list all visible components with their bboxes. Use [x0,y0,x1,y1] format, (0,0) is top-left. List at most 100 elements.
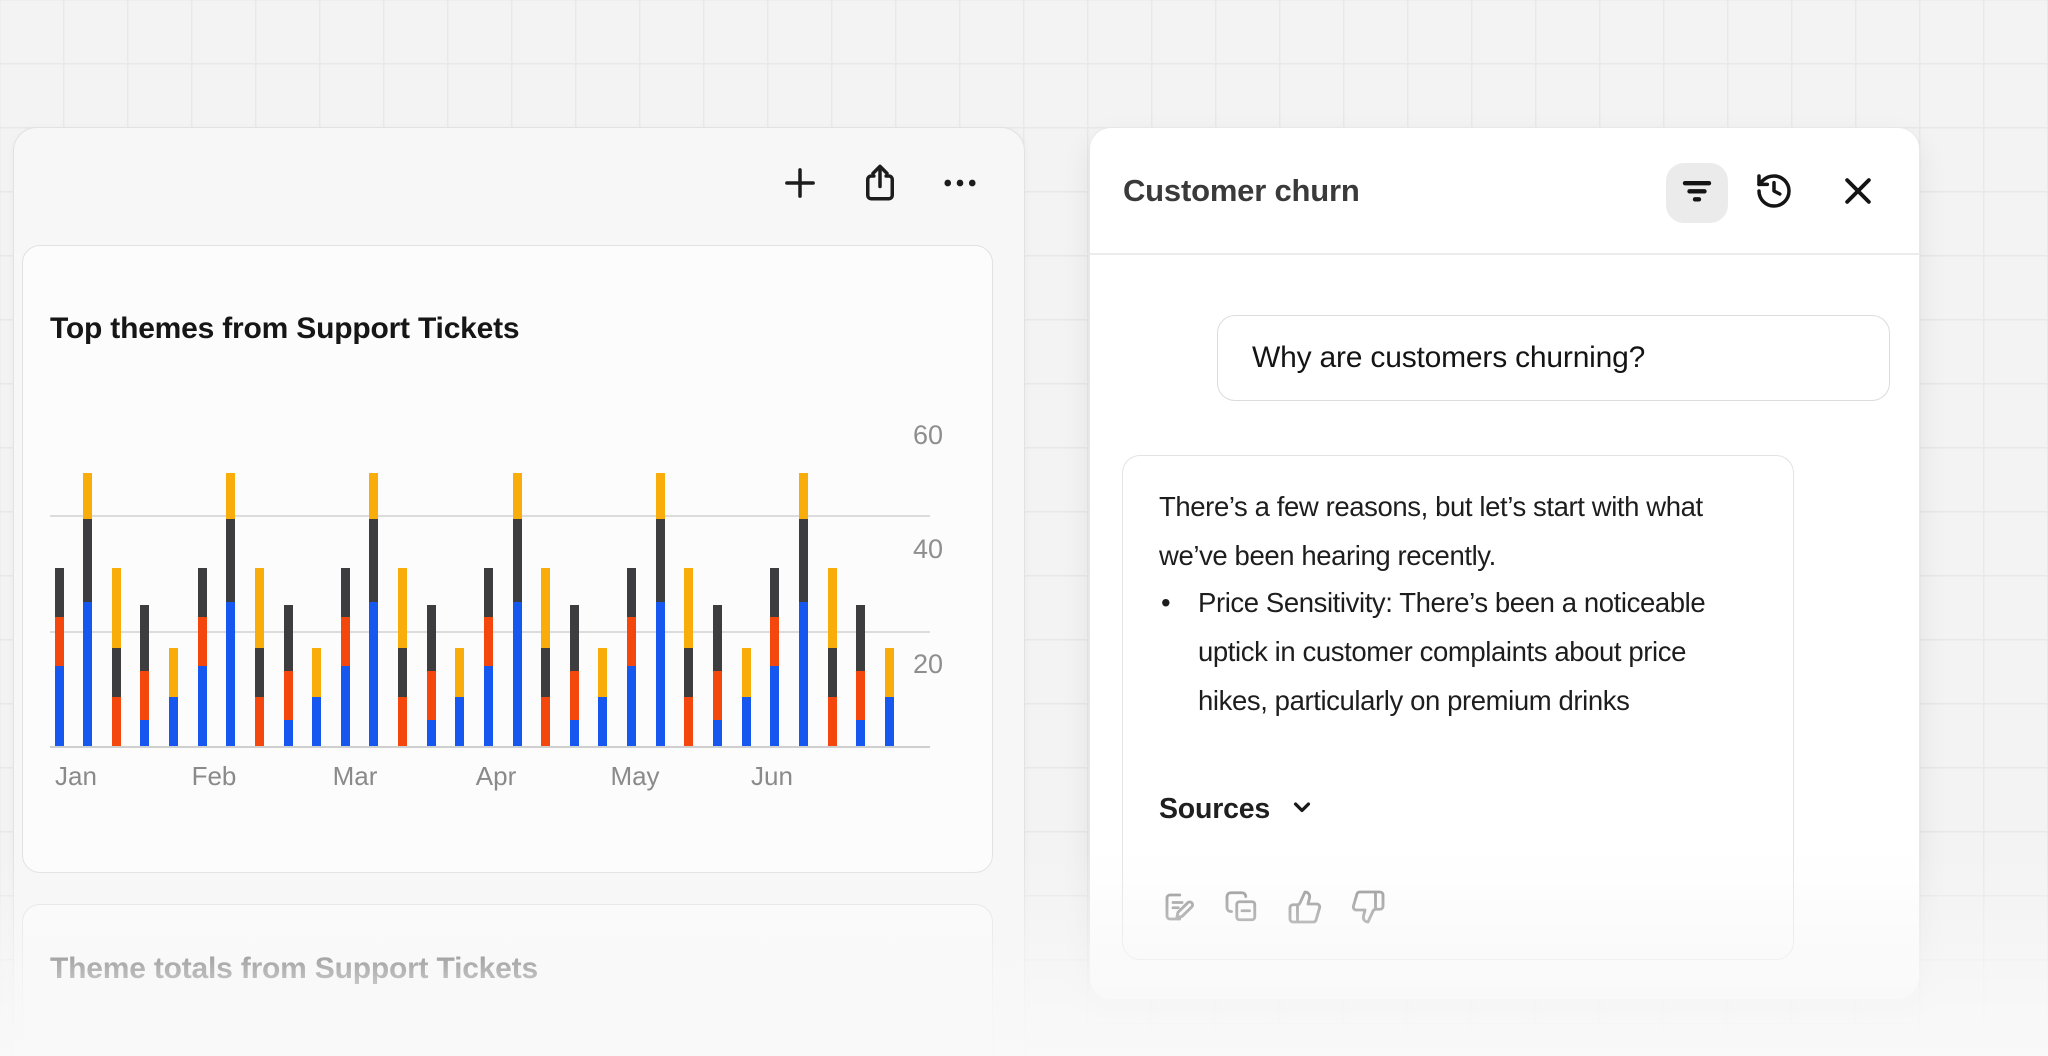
y-tick-40: 40 [912,534,943,564]
bar-segment-blue [798,602,808,746]
bar-segment-red [140,671,150,721]
sources-toggle[interactable]: Sources [1159,793,1316,826]
bar-segment-red [827,697,837,746]
bar-segment-dark [426,605,436,672]
bar-segment-yellow [741,648,751,698]
bar-segment-red [569,671,579,721]
thumbs-down-button[interactable] [1348,889,1388,929]
thumbs-up-button[interactable] [1285,889,1325,929]
bar-segment-dark [827,648,837,698]
bar-segment-yellow [369,472,379,519]
copy-button[interactable] [1222,889,1262,929]
bar-segment-blue [569,720,579,746]
board-toolbar [778,163,982,207]
stacked-bar [254,567,264,746]
bar-segment-dark [541,648,551,698]
close-button[interactable] [1836,171,1880,215]
more-options-button[interactable] [938,163,982,207]
bar-segment-dark [54,567,64,617]
bar-segment-red [770,616,780,666]
bar-segment-blue [655,602,665,746]
stacked-bar [312,648,322,746]
bar-segment-dark [627,567,637,617]
bar-segment-dark [283,605,293,672]
stacked-bar [54,567,64,746]
chat-panel: Customer churn Why are customers churnin… [1089,127,1920,1000]
chart-widget[interactable]: Top themes from Support Tickets 60 40 20… [22,245,993,873]
close-icon [1838,171,1878,216]
stacked-bar [770,567,780,746]
bar-segment-blue [598,697,608,746]
bar-segment-dark [856,605,866,672]
stacked-bar [627,567,637,746]
header-divider [1090,253,1919,255]
stacked-bar [598,648,608,746]
bar-segment-yellow [226,472,236,519]
bar-segment-dark [569,605,579,672]
bar-segment-red [197,616,207,666]
filter-button[interactable] [1666,163,1728,223]
answer-bullet-line: hikes, particularly on premium drinks [1198,685,1630,716]
x-tick-may: May [610,761,660,791]
bar-segment-dark [226,518,236,603]
x-tick-feb: Feb [191,761,237,791]
x-tick-apr: Apr [475,761,517,791]
bar-segment-dark [483,567,493,617]
bar-segment-blue [512,602,522,746]
ellipsis-icon [939,162,981,209]
chart-plot: 60 40 20 Jan Feb Mar Apr May Jun [23,246,992,872]
edit-note-icon [1161,889,1197,930]
bar-segment-red [684,697,694,746]
bar-segment-yellow [111,567,121,649]
bar-segment-blue [169,697,179,746]
stacked-bar [140,605,150,746]
bar-segment-blue [712,720,722,746]
bar-segment-dark [140,605,150,672]
bar-segment-dark [197,567,207,617]
stacked-bar [712,605,722,746]
copy-icon [1224,889,1260,930]
bar-segment-dark [712,605,722,672]
bar-segment-dark [369,518,379,603]
stacked-bar [512,472,522,746]
bar-segment-yellow [598,648,608,698]
plus-icon [779,162,821,209]
edit-note-button[interactable] [1159,889,1199,929]
answer-bullet-line: uptick in customer complaints about pric… [1198,636,1686,667]
bar-segment-blue [369,602,379,746]
stacked-bar [169,648,179,746]
history-button[interactable] [1752,171,1796,215]
bar-segment-blue [312,697,322,746]
history-icon [1754,171,1794,216]
chevron-down-icon [1288,793,1316,826]
bar-segment-dark [684,648,694,698]
bar-segment-yellow [455,648,465,698]
totals-widget[interactable]: Theme totals from Support Tickets [22,904,993,1056]
chart-title: Top themes from Support Tickets [50,312,520,345]
bar-segment-dark [83,518,93,603]
user-question-text: Why are customers churning? [1252,341,1646,374]
stacked-bar [455,648,465,746]
stacked-bar [569,605,579,746]
answer-paragraph-line: we’ve been hearing recently. [1159,540,1496,571]
bar-segment-red [111,697,121,746]
stacked-bar [197,567,207,746]
y-tick-60: 60 [912,420,943,450]
totals-title: Theme totals from Support Tickets [50,952,538,985]
x-tick-jun: Jun [751,761,793,791]
add-button[interactable] [778,163,822,207]
bar-segment-blue [856,720,866,746]
dashboard-panel: Top themes from Support Tickets 60 40 20… [13,127,1025,1056]
bar-segment-red [54,616,64,666]
bar-segment-dark [655,518,665,603]
stacked-bar [684,567,694,746]
thumbs-up-icon [1287,889,1323,930]
bar-segment-blue [226,602,236,746]
share-button[interactable] [858,163,902,207]
bar-segment-dark [512,518,522,603]
bar-segment-yellow [884,648,894,698]
bar-segment-yellow [512,472,522,519]
stacked-bar [226,472,236,746]
bullet-dot: • [1161,587,1171,618]
